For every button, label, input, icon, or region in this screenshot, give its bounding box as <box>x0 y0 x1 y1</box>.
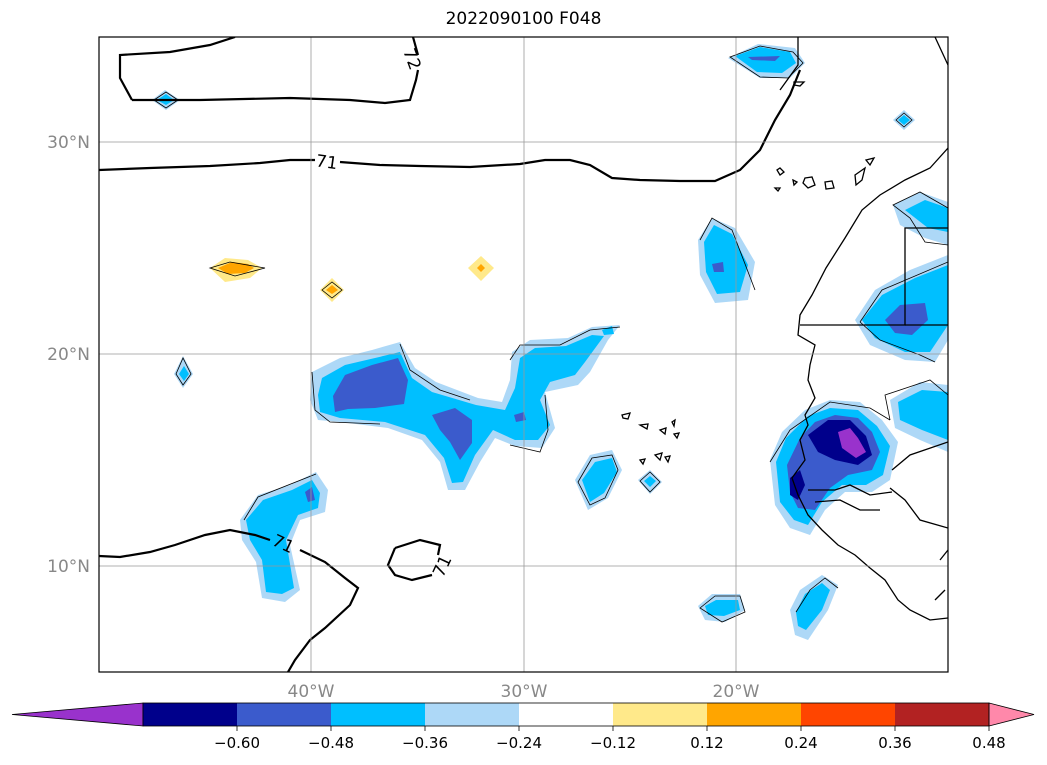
map-frame <box>98 36 949 673</box>
colorbar-tick-label: −0.24 <box>496 734 542 752</box>
lat-labels: 30°N 20°N 10°N <box>47 133 90 577</box>
colorbar-tick-label: 0.36 <box>878 734 911 752</box>
colorbar-tick-label: −0.36 <box>402 734 448 752</box>
colorbar-segment <box>613 703 708 726</box>
colorbar-extend-low <box>11 702 144 727</box>
lon-label: 40°W <box>288 682 335 702</box>
colorbar-segment <box>801 703 896 726</box>
map-title: 2022090100 F048 <box>445 9 602 29</box>
colorbar-frame <box>142 702 990 727</box>
colorbar-tick-label: 0.48 <box>972 734 1005 752</box>
contour-label: 71 <box>429 552 456 580</box>
colorbar-tick-label: −0.48 <box>308 734 354 752</box>
colorbar-extend-high <box>988 702 1035 727</box>
filled-contours <box>152 44 948 640</box>
lat-label: 10°N <box>47 557 90 577</box>
contour-label: 72 <box>398 46 424 73</box>
isolines <box>99 37 802 672</box>
colorbar-segment <box>895 703 990 726</box>
colorbar: −0.60 −0.48 −0.36 −0.24 −0.12 0.12 0.24 0.36 0.4… <box>11 702 1035 752</box>
colorbar-segment <box>143 703 238 726</box>
lon-label: 30°W <box>501 682 548 702</box>
lat-label: 30°N <box>47 133 90 153</box>
colorbar-tick-label: 0.12 <box>690 734 723 752</box>
colorbar-segment <box>331 703 426 726</box>
colorbar-segment <box>519 703 614 726</box>
thin-contours <box>153 45 948 623</box>
colorbar-tick-label: −0.12 <box>590 734 636 752</box>
contour-label: 71 <box>315 151 339 174</box>
gridlines <box>99 37 948 672</box>
colorbar-segment <box>707 703 802 726</box>
lat-label: 20°N <box>47 345 90 365</box>
coastlines <box>621 37 948 621</box>
colorbar-tick-label: −0.60 <box>214 734 260 752</box>
lon-label: 20°W <box>713 682 760 702</box>
map-area: 72 71 71 71 <box>99 37 948 672</box>
colorbar-segment <box>425 703 520 726</box>
colorbar-tick-label: 0.24 <box>784 734 817 752</box>
colorbar-segment <box>237 703 332 726</box>
lon-labels: 40°W 30°W 20°W <box>288 682 760 702</box>
